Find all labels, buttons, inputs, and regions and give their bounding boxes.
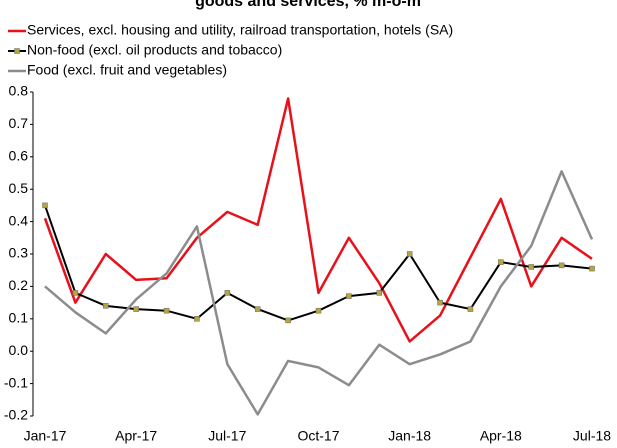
series-line [43,97,593,343]
y-tick-label: 0.7 [9,115,29,131]
y-tick-label: 0.6 [9,148,29,164]
y-tick-label: 0.2 [9,277,29,293]
y-tick-label: 0.5 [9,180,29,196]
y-tick-label: 0.4 [9,212,29,228]
point-marker [589,265,595,272]
point-marker [224,290,231,296]
x-tick-label: Jul-17 [208,428,246,444]
x-tick-label: Oct-17 [297,428,339,444]
legend-label: Services, excl. housing and utility, rai… [27,22,453,38]
point-marker [346,293,352,299]
x-tick-label: Jul-18 [573,428,611,444]
point-marker [133,306,139,312]
y-tick-label: 0.1 [9,310,29,326]
y-tick-label: 0.8 [9,83,29,99]
point-marker [528,264,534,270]
point-marker [72,290,79,296]
point-marker [467,306,474,312]
point-marker [103,303,109,309]
point-marker [163,307,170,314]
y-tick-label: 0.0 [9,342,29,358]
x-tick-label: Apr-18 [480,428,522,444]
point-marker [558,262,565,269]
x-tick-label: Jan-17 [24,428,67,444]
point-marker [315,307,322,314]
point-marker [437,299,443,306]
legend-label: Non-food (excl. oil products and tobacco… [27,42,282,58]
point-marker [285,317,291,324]
point-marker [194,316,200,322]
series-line [44,170,594,416]
y-tick-label: 0.3 [9,245,29,261]
point-marker [254,306,261,312]
x-tick-label: Jan-18 [388,428,431,444]
chart-title: goods and services, % m-o-m [195,0,421,10]
point-marker [406,251,413,257]
point-marker [42,202,48,209]
legend-marker [14,48,20,54]
y-tick-label: -0.2 [4,407,28,423]
point-marker [498,259,504,265]
y-tick-label: -0.1 [4,374,28,390]
legend-label: Food (excl. fruit and vegetables) [27,62,227,78]
point-marker [376,290,383,296]
x-tick-label: Apr-17 [115,428,157,444]
